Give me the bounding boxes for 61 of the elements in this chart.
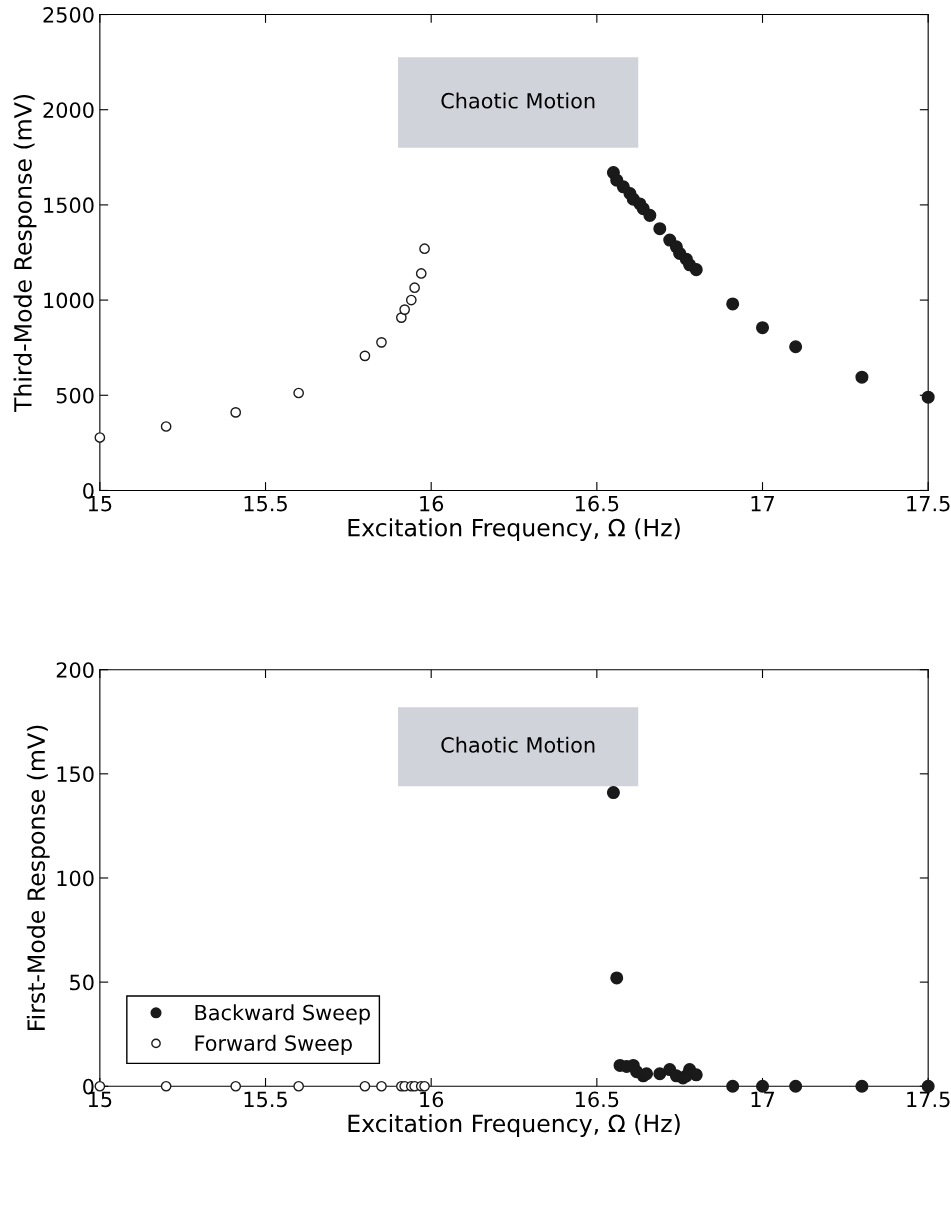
x-tick-label: 17 [751, 495, 774, 512]
legend-label: Forward Sweep [195, 1034, 352, 1056]
point [921, 390, 935, 404]
point [689, 1068, 703, 1082]
point [789, 1079, 803, 1093]
x-axis-title: Excitation Frequency, Ω (Hz) [348, 518, 680, 542]
x-tick-label: 17 [751, 1091, 774, 1107]
point [230, 407, 242, 418]
y-tick-label: 50 [70, 974, 94, 991]
point [359, 350, 371, 362]
point [359, 1080, 371, 1092]
x-tick-label: 16 [420, 1091, 444, 1108]
point [405, 294, 417, 306]
point [855, 1079, 869, 1093]
point [726, 297, 740, 311]
point [606, 786, 620, 800]
point [376, 1080, 387, 1092]
point [643, 208, 657, 222]
annotation: Chaotic Motion [441, 92, 595, 109]
y-tick-label: 1500 [44, 197, 94, 214]
x-tick-label: 17.5 [907, 1091, 950, 1108]
x-axis-title: Excitation Frequency, Ω (Hz) [348, 1114, 680, 1137]
point [419, 1080, 430, 1092]
y-tick-label: 1000 [44, 292, 94, 309]
x-tick-label: 16 [420, 495, 444, 512]
point [419, 243, 430, 255]
point [689, 263, 703, 277]
x-tick-label: 16.5 [575, 1091, 619, 1108]
point [409, 282, 420, 294]
legend-label: Backward Sweep [195, 1004, 370, 1025]
y-axis-title: Third-Mode Response (mV) [13, 94, 37, 413]
point [653, 1067, 667, 1081]
point [94, 432, 106, 443]
x-tick-label: 16.5 [575, 495, 619, 512]
point [293, 387, 305, 399]
y-tick-label: 100 [57, 870, 94, 887]
point [653, 222, 667, 236]
y-tick-label: 150 [57, 766, 94, 783]
x-tick-label: 17.5 [907, 495, 950, 512]
point [640, 1067, 654, 1081]
point [756, 321, 770, 335]
y-axis-title: First-Mode Response (mV) [26, 725, 50, 1030]
point [415, 268, 427, 279]
annotation: Chaotic Motion [441, 736, 595, 753]
point [610, 971, 624, 985]
x-tick-label: 15.5 [244, 1091, 287, 1108]
y-tick-label: 2500 [43, 6, 94, 23]
point [230, 1080, 242, 1092]
y-tick-label: 2000 [43, 102, 94, 118]
point [855, 370, 869, 384]
y-tick-label: 200 [56, 662, 94, 678]
point [399, 304, 411, 315]
y-tick-label: 500 [56, 387, 94, 404]
point [396, 312, 407, 323]
point [726, 1079, 740, 1093]
point [376, 336, 387, 348]
point [160, 421, 172, 432]
point [160, 1080, 172, 1092]
x-tick-label: 15.5 [244, 495, 287, 512]
point [789, 340, 803, 354]
point [293, 1080, 305, 1092]
